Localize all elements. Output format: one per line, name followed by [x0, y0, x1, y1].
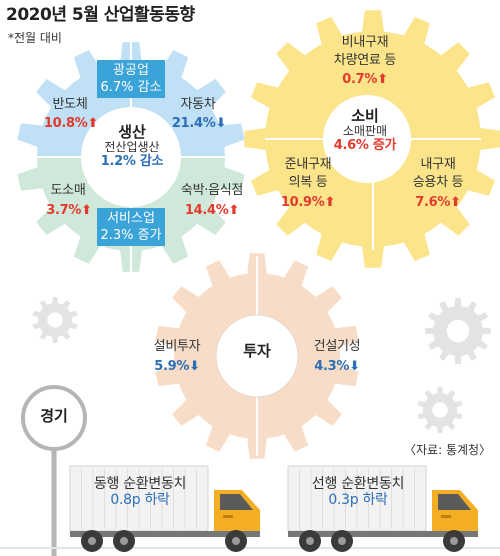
automobile-item: 21.4%⬇ — [164, 116, 234, 132]
construction-value: 4.3% — [314, 359, 350, 374]
down-arrow-icon: ⬇ — [349, 359, 360, 374]
semidurable-item: 10.9%⬆ — [268, 195, 348, 211]
construction-item: 4.3%⬇ — [302, 359, 372, 375]
truck-handle — [223, 515, 233, 518]
durable-value: 7.6% — [415, 195, 451, 210]
production-hub-value: 1.2% 감소 — [100, 154, 164, 170]
economy-sign — [21, 385, 87, 556]
truck-window — [438, 494, 471, 510]
gray-gear-hole — [432, 402, 448, 418]
leading-label: 선행 순환변동치 — [311, 476, 405, 492]
facility-value: 5.9% — [154, 359, 190, 374]
consumption-hub-label: 소매판매 — [342, 124, 388, 139]
nondurable-label-1: 비내구재 — [341, 35, 389, 50]
up-arrow-icon: ⬆ — [87, 116, 99, 131]
durable-label-2: 승용차 등 — [412, 175, 464, 190]
consumption-hub-circle — [323, 95, 411, 183]
lodging-item: 14.4%⬆ — [172, 203, 252, 219]
page-title: 2020년 5월 산업활동동향 — [6, 5, 195, 25]
consumption-hub: 소비 소매판매 4.6% 증가 — [325, 107, 405, 154]
up-arrow-icon: ⬆ — [450, 195, 461, 210]
facility-item: 5.9%⬇ — [142, 359, 212, 375]
economy-sign-label: 경기 — [40, 407, 68, 425]
production-hub: 생산 전산업생산 1.2% 감소 — [84, 123, 180, 170]
leading-truck-text: 선행 순환변동치 0.3p 하락 — [290, 476, 426, 508]
gray-gear-hole — [47, 312, 63, 328]
coincident-label: 동행 순환변동치 — [93, 476, 187, 492]
durable-item: 7.6%⬆ — [398, 195, 478, 211]
truck-chassis — [70, 531, 260, 537]
wholesale-item: 3.7%⬆ — [34, 203, 104, 219]
automobile-value: 21.4% — [171, 116, 216, 131]
investment-hub-circle — [215, 314, 299, 398]
service-value: 2.3% 증가 — [100, 228, 162, 243]
truck-hubcap — [450, 537, 458, 545]
truck-hubcap — [88, 537, 96, 545]
lodging-label: 숙박·음식점 — [180, 183, 244, 198]
truck-hubcap — [306, 537, 314, 545]
service-label: 서비스업 — [107, 211, 155, 226]
production-hub-label: 전산업생산 — [104, 140, 160, 155]
lodging-value: 14.4% — [184, 203, 229, 218]
truck-window — [220, 494, 253, 510]
mining-label: 광공업 — [113, 63, 149, 78]
production-hub-title: 생산 — [118, 123, 146, 141]
automobile-label: 자동차 — [180, 97, 216, 112]
facility-label: 설비투자 — [153, 339, 201, 354]
construction-label: 건설기성 — [313, 339, 361, 354]
coincident-truck-text: 동행 순환변동치 0.8p 하락 — [72, 476, 208, 508]
semidurable-label-1: 준내구재 — [284, 157, 332, 172]
trucks — [0, 465, 500, 552]
truck-hubcap — [232, 537, 240, 545]
durable-label-1: 내구재 — [420, 157, 456, 172]
down-arrow-icon: ⬇ — [189, 359, 200, 374]
up-arrow-icon: ⬆ — [377, 72, 388, 87]
mining-label-box: 광공업 6.7% 감소 — [97, 60, 165, 98]
wholesale-label: 도소매 — [50, 183, 86, 198]
up-arrow-icon: ⬆ — [324, 195, 336, 210]
truck-hubcap — [120, 537, 128, 545]
up-arrow-icon: ⬆ — [81, 203, 92, 218]
wholesale-value: 3.7% — [46, 203, 82, 218]
truck-icon — [287, 465, 478, 552]
service-label-box: 서비스업 2.3% 증가 — [97, 208, 165, 246]
up-arrow-icon: ⬆ — [228, 203, 240, 218]
comparison-note: *전월 대비 — [8, 31, 62, 45]
source-note: 〈자료: 통계청〉 — [404, 443, 492, 457]
semiconductor-label: 반도체 — [52, 97, 88, 112]
nondurable-item: 0.7%⬆ — [325, 72, 405, 88]
sign-circle — [21, 385, 87, 451]
truck-chassis — [288, 531, 478, 537]
truck-hubcap — [338, 537, 346, 545]
consumption-gear — [244, 10, 500, 268]
mining-value: 6.7% 감소 — [100, 80, 162, 95]
truck-handle — [441, 515, 451, 518]
investment-gear — [155, 253, 359, 459]
nondurable-value: 0.7% — [342, 72, 378, 87]
coincident-value: 0.8p 하락 — [110, 492, 170, 509]
semidurable-label-2: 의복 등 — [288, 175, 328, 190]
down-arrow-icon: ⬇ — [215, 116, 227, 131]
gray-gears — [32, 297, 491, 433]
gray-gear-hole — [446, 319, 470, 343]
consumption-hub-title: 소비 — [351, 107, 379, 125]
semidurable-value: 10.9% — [280, 195, 325, 210]
semiconductor-value: 10.8% — [43, 116, 88, 131]
leading-value: 0.3p 하락 — [328, 492, 388, 509]
nondurable-label-2: 차량연료 등 — [333, 53, 397, 68]
investment-hub-title: 투자 — [243, 342, 271, 360]
semiconductor-item: 10.8%⬆ — [36, 116, 106, 132]
truck-icon — [69, 465, 260, 552]
consumption-hub-value: 4.6% 증가 — [333, 138, 397, 154]
production-hub-circle — [81, 107, 181, 207]
